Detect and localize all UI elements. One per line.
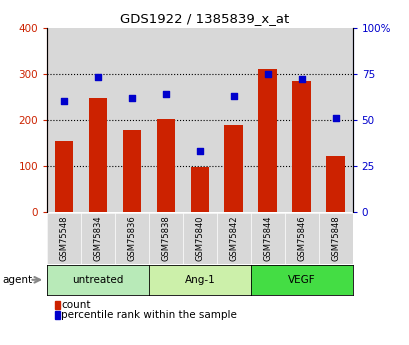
Point: [128, 95, 135, 100]
Bar: [284, 28, 318, 212]
Text: Ang-1: Ang-1: [184, 275, 215, 285]
Bar: [47, 28, 81, 212]
Bar: [156, 118, 175, 212]
Bar: [122, 130, 141, 212]
Bar: [258, 69, 276, 212]
Bar: [326, 156, 344, 212]
Text: GSM75836: GSM75836: [127, 215, 136, 261]
Text: GSM75848: GSM75848: [330, 215, 339, 261]
Bar: [55, 141, 73, 212]
Text: GSM75838: GSM75838: [161, 215, 170, 261]
Point: [230, 93, 236, 99]
Bar: [115, 28, 148, 212]
Text: GSM75834: GSM75834: [93, 215, 102, 261]
Bar: [148, 28, 182, 212]
Text: GSM75840: GSM75840: [195, 215, 204, 261]
Point: [94, 75, 101, 80]
Text: GSM75548: GSM75548: [59, 215, 68, 261]
Bar: [216, 28, 250, 212]
Point: [298, 77, 304, 82]
Text: count: count: [61, 300, 90, 310]
Bar: [81, 28, 115, 212]
Bar: [292, 81, 310, 212]
Point: [264, 71, 270, 77]
Text: percentile rank within the sample: percentile rank within the sample: [61, 310, 236, 320]
Point: [162, 91, 169, 97]
Bar: [88, 98, 107, 212]
Text: GSM75842: GSM75842: [229, 215, 238, 261]
Point: [61, 99, 67, 104]
Bar: [190, 167, 209, 212]
Text: GDS1922 / 1385839_x_at: GDS1922 / 1385839_x_at: [120, 12, 289, 25]
Bar: [182, 28, 216, 212]
Bar: [224, 126, 243, 212]
Text: agent: agent: [2, 275, 32, 285]
Text: GSM75846: GSM75846: [297, 215, 306, 261]
Text: untreated: untreated: [72, 275, 124, 285]
Text: GSM75844: GSM75844: [263, 215, 272, 261]
Bar: [318, 28, 352, 212]
Point: [196, 148, 203, 154]
Text: VEGF: VEGF: [287, 275, 315, 285]
Bar: [250, 28, 284, 212]
Point: [332, 115, 338, 121]
